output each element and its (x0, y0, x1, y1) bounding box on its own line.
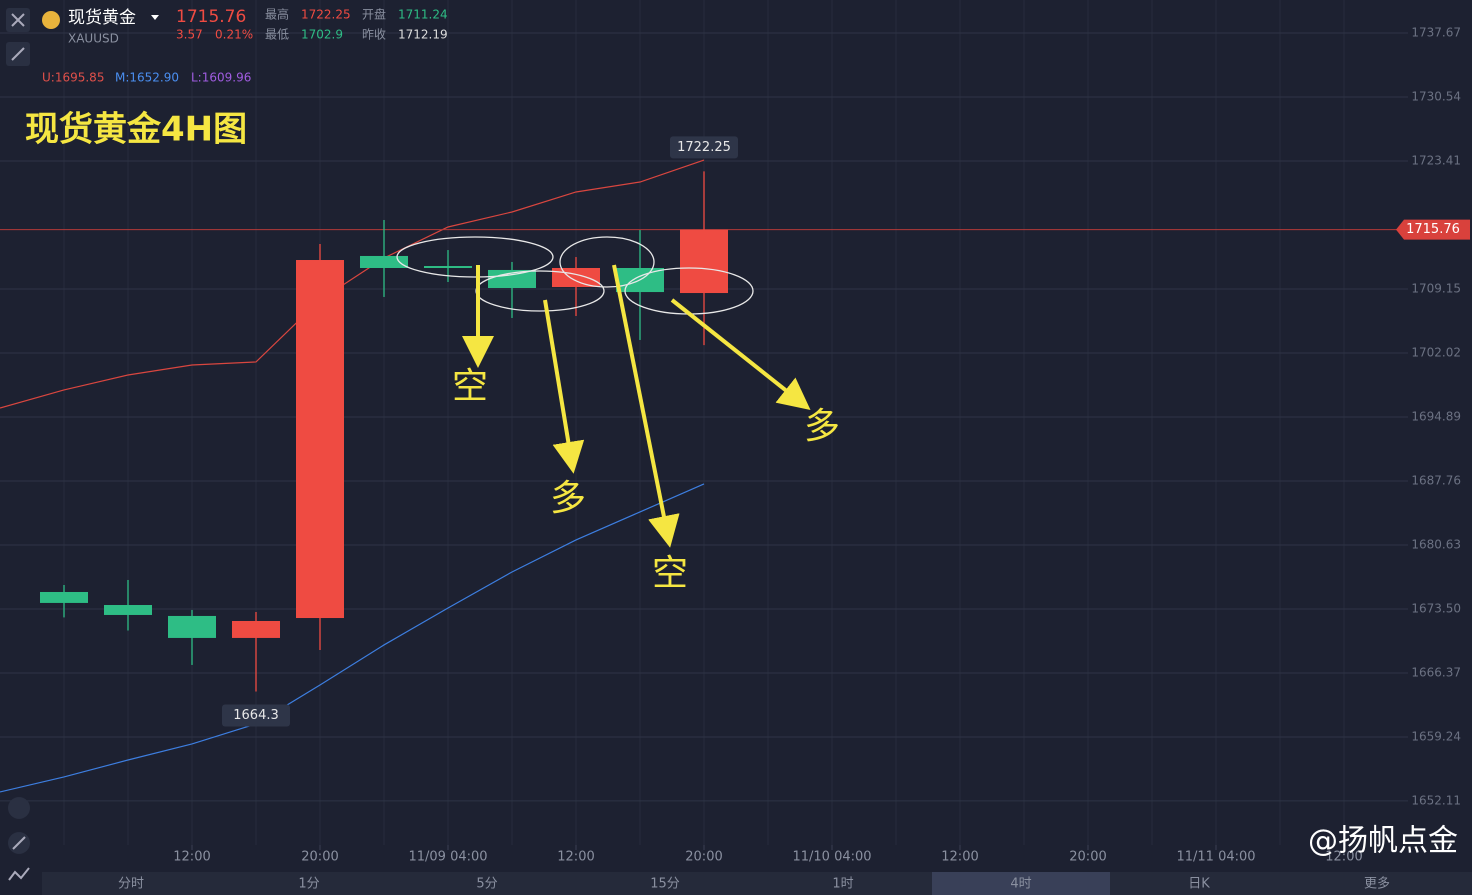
y-tick-label: 1666.37 (1411, 665, 1461, 679)
label: 最高 (265, 7, 289, 22)
tab[interactable]: 1分 (298, 877, 319, 892)
band-line (0, 159, 705, 409)
change-pct: 0.21% (215, 28, 253, 42)
active-tab (932, 872, 1110, 895)
value: 1712.19 (398, 28, 448, 42)
candle-body (552, 267, 600, 288)
candle-body (360, 255, 408, 268)
watermark: @扬帆点金 (1308, 824, 1458, 859)
price: 1715.76 (176, 7, 246, 27)
arrow (670, 298, 811, 410)
candle-body (424, 266, 472, 268)
x-tick-label: 12:00 (941, 850, 978, 865)
collapse-icon (11, 47, 25, 61)
x-tick-label: 12:00 (173, 850, 210, 865)
annotation: 多 (804, 406, 840, 447)
label: 开盘 (362, 7, 386, 22)
y-tick-label: 1723.41 (1411, 154, 1461, 168)
y-tick-label: 1680.63 (1411, 537, 1461, 551)
plot: 1722.25 1664.3 1715.76 (0, 136, 1470, 793)
y-tick-label: 1673.50 (1411, 601, 1461, 615)
y-tick-label: 1737.67 (1411, 26, 1461, 40)
y-tick-label: 1659.24 (1411, 729, 1461, 743)
y-tick-label: 1730.54 (1411, 90, 1461, 104)
tab[interactable]: 分时 (118, 877, 144, 892)
candle-body (296, 260, 344, 619)
candle-body (40, 591, 88, 603)
annotation: 空 (652, 553, 688, 594)
price-tag (1396, 219, 1470, 240)
indicator-lower: L:1609.96 (191, 71, 251, 85)
y-tick-label: 1694.89 (1411, 409, 1461, 423)
symbol-code: XAUUSD (68, 32, 119, 46)
tool-button[interactable] (8, 797, 30, 819)
change: 3.57 (176, 28, 203, 42)
arrow (543, 299, 585, 474)
annotation: 多 (550, 478, 586, 519)
x-tick-label: 20:00 (301, 850, 338, 865)
x-tick-label: 20:00 (685, 850, 722, 865)
dropdown-icon[interactable] (151, 15, 159, 20)
extreme-label-bg (670, 136, 738, 159)
annotation: 空 (452, 366, 488, 407)
tab[interactable]: 日K (1188, 877, 1210, 892)
candle-body (232, 620, 280, 638)
price-tag-label: 1715.76 (1406, 222, 1460, 237)
indicator-middle: M:1652.90 (115, 71, 179, 85)
close-icon (11, 13, 25, 27)
grid: 1737.67 1730.54 1723.41 1709.15 1702.02 1694.… (0, 0, 1461, 865)
arrows (462, 264, 811, 548)
x-tick-label: 11/10 04:00 (792, 850, 871, 865)
tab[interactable]: 1时 (832, 877, 853, 892)
value: 1722.25 (301, 8, 351, 22)
symbol-name[interactable]: 现货黄金 (68, 8, 136, 28)
toolbar (8, 797, 30, 881)
band-line (0, 483, 705, 793)
x-tick-label: 12:00 (557, 850, 594, 865)
x-tick-label: 12:00 (1325, 850, 1362, 865)
header: 现货黄金 XAUUSD 1715.76 3.57 0.21% 最高 1722.2… (6, 7, 448, 150)
arrow (612, 264, 680, 548)
indicator-upper: U:1695.85 (42, 71, 104, 85)
value: 1702.9 (301, 28, 343, 42)
extreme-label: 1664.3 (233, 708, 279, 723)
y-tick-label: 1687.76 (1411, 473, 1461, 487)
tab-bar: 分时 1分 5分 15分 1时 4时 日K 更多 (42, 872, 1472, 895)
candle-body (168, 615, 216, 638)
label: 昨收 (362, 28, 386, 42)
tool-icon (8, 867, 30, 881)
tab-bar-bg (42, 872, 1472, 895)
tab[interactable]: 5分 (476, 877, 497, 892)
y-tick-label: 1702.02 (1411, 345, 1461, 359)
tool-icon (12, 836, 26, 850)
extreme-label: 1722.25 (677, 140, 731, 155)
annotations: 空 多 空 多 (452, 366, 840, 594)
tab[interactable]: 15分 (650, 877, 680, 892)
x-tick-label: 20:00 (1069, 850, 1106, 865)
y-tick-label: 1709.15 (1411, 281, 1461, 295)
x-tick-label: 11/09 04:00 (408, 850, 487, 865)
candle-body (488, 269, 536, 289)
y-tick-label: 1652.11 (1411, 793, 1461, 807)
value: 1711.24 (398, 8, 448, 22)
tab[interactable]: 更多 (1364, 876, 1390, 892)
chart-title: 现货黄金4H图 (25, 110, 247, 150)
tab[interactable]: 4时 (1010, 877, 1031, 892)
gold-icon (42, 11, 60, 29)
label: 最低 (265, 28, 289, 42)
extreme-label-bg (222, 704, 290, 727)
ellipse (559, 236, 655, 288)
candle-body (680, 229, 728, 294)
x-tick-label: 11/11 04:00 (1176, 850, 1255, 865)
candle-body (104, 605, 152, 615)
ellipse (396, 236, 554, 278)
